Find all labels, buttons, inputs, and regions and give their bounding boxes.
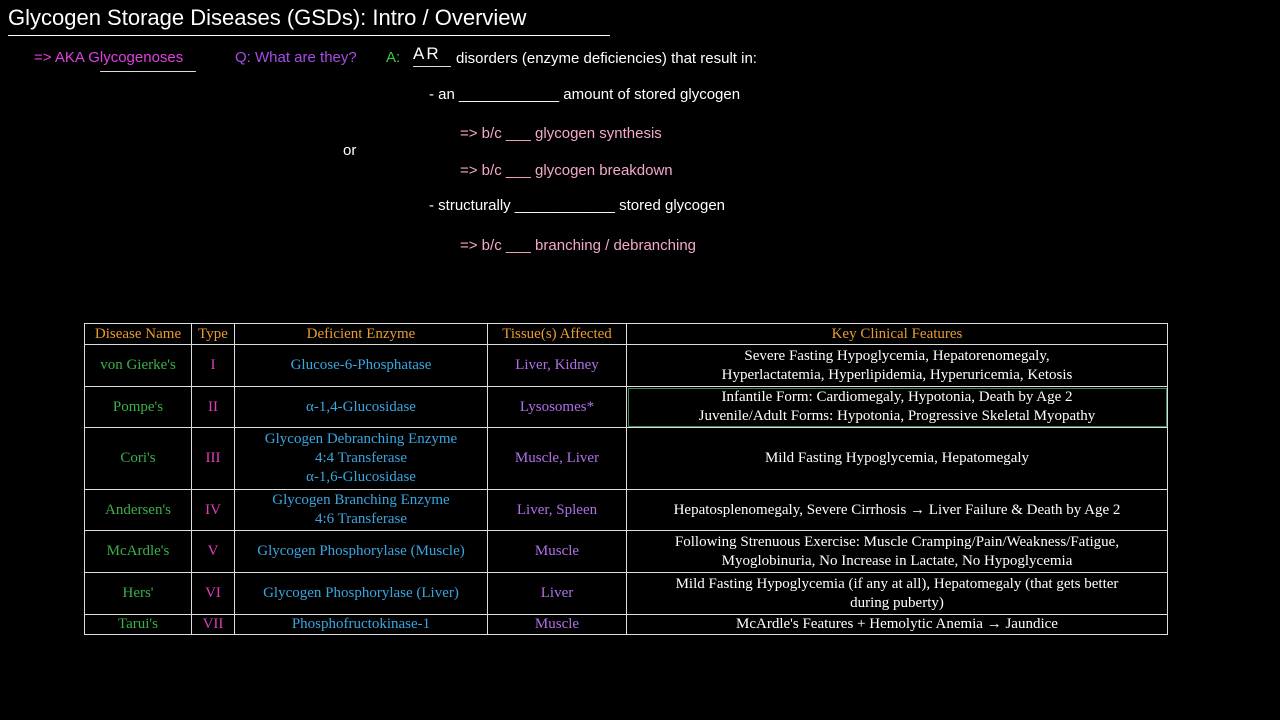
- answer-label: A:: [386, 49, 401, 66]
- disease-name: Andersen's: [84, 489, 192, 531]
- enzyme-line: Glucose-6-Phosphatase: [290, 357, 432, 374]
- disease-type: III: [191, 427, 235, 490]
- page-title: Glycogen Storage Diseases (GSDs): Intro …: [8, 5, 527, 30]
- deficient-enzyme: Phosphofructokinase-1: [234, 614, 488, 635]
- clinical-features: Infantile Form: Cardiomegaly, Hypotonia,…: [626, 386, 1168, 428]
- table-row: Pompe's II α-1,4-Glucosidase Lysosomes* …: [84, 386, 1168, 428]
- feature-line: Myoglobinuria, No Increase in Lactate, N…: [721, 552, 1073, 569]
- table-row: McArdle's V Glycogen Phosphorylase (Musc…: [84, 530, 1168, 573]
- feature-line: Mild Fasting Hypoglycemia, Hepatomegaly: [764, 450, 1030, 467]
- or-connector: or: [343, 142, 357, 159]
- sub-point-breakdown: => b/c ___ glycogen breakdown: [460, 162, 673, 179]
- table-row: Andersen's IV Glycogen Branching Enzyme …: [84, 489, 1168, 531]
- feature-line: Juvenile/Adult Forms: Hypotonia, Progres…: [698, 408, 1096, 424]
- deficient-enzyme: Glycogen Branching Enzyme 4:6 Transferas…: [234, 489, 488, 531]
- clinical-features: Severe Fasting Hypoglycemia, Hepatorenom…: [626, 344, 1168, 387]
- enzyme-line: 4:6 Transferase: [314, 511, 408, 527]
- feature-line: McArdle's Features + Hemolytic Anemia → …: [736, 616, 1058, 633]
- enzyme-line: Glycogen Phosphorylase (Liver): [263, 585, 459, 602]
- tissue-affected: Liver, Spleen: [487, 489, 627, 531]
- table-row: Hers' VI Glycogen Phosphorylase (Liver) …: [84, 572, 1168, 615]
- feature-line: Severe Fasting Hypoglycemia, Hepatorenom…: [744, 347, 1050, 364]
- question-text: Q: What are they?: [235, 49, 357, 66]
- aka-note: => AKA Glycogenoses: [34, 49, 184, 66]
- header-features: Key Clinical Features: [626, 323, 1168, 345]
- tissue-affected: Muscle, Liver: [487, 427, 627, 490]
- clinical-features: Mild Fasting Hypoglycemia (if any at all…: [626, 572, 1168, 615]
- title-underline: [8, 35, 610, 36]
- header-tissue: Tissue(s) Affected: [487, 323, 627, 345]
- gsd-table: Disease Name Type Deficient Enzyme Tissu…: [84, 323, 1168, 635]
- feature-line: Mild Fasting Hypoglycemia (if any at all…: [675, 575, 1119, 592]
- disease-type: V: [191, 530, 235, 573]
- header-type: Type: [191, 323, 235, 345]
- header-enzyme: Deficient Enzyme: [234, 323, 488, 345]
- disease-type: VI: [191, 572, 235, 615]
- enzyme-line: Glycogen Branching Enzyme: [272, 492, 450, 509]
- clinical-features: Mild Fasting Hypoglycemia, Hepatomegaly: [626, 427, 1168, 490]
- table-row: Cori's III Glycogen Debranching Enzyme 4…: [84, 427, 1168, 490]
- disease-name: von Gierke's: [84, 344, 192, 387]
- disease-type: I: [191, 344, 235, 387]
- disease-type: VII: [191, 614, 235, 635]
- tissue-affected: Muscle: [487, 530, 627, 573]
- disease-name: Pompe's: [84, 386, 192, 428]
- table-row: von Gierke's I Glucose-6-Phosphatase Liv…: [84, 344, 1168, 387]
- disease-name: Tarui's: [84, 614, 192, 635]
- tissue-affected: Muscle: [487, 614, 627, 635]
- deficient-enzyme: Glucose-6-Phosphatase: [234, 344, 488, 387]
- answer-text: disorders (enzyme deficiencies) that res…: [456, 50, 757, 67]
- enzyme-line: α-1,4-Glucosidase: [306, 398, 416, 415]
- clinical-features: Following Strenuous Exercise: Muscle Cra…: [626, 530, 1168, 573]
- tissue-affected: Liver, Kidney: [487, 344, 627, 387]
- disease-name: McArdle's: [84, 530, 192, 573]
- deficient-enzyme: α-1,4-Glucosidase: [234, 386, 488, 428]
- enzyme-line: Phosphofructokinase-1: [291, 616, 431, 633]
- feature-line: Hepatosplenomegaly, Severe Cirrhosis → L…: [673, 501, 1121, 518]
- answer-handwritten-underline: [413, 66, 451, 67]
- clinical-features: McArdle's Features + Hemolytic Anemia → …: [626, 614, 1168, 635]
- sub-point-branching: => b/c ___ branching / debranching: [460, 237, 697, 254]
- disease-type: IV: [191, 489, 235, 531]
- sub-point-synthesis: => b/c ___ glycogen synthesis: [460, 125, 662, 142]
- enzyme-line: Glycogen Phosphorylase (Muscle): [257, 543, 465, 560]
- answer-handwritten: AR: [413, 44, 441, 63]
- bullet-amount: - an ____________ amount of stored glyco…: [429, 86, 741, 103]
- feature-line: during puberty): [850, 594, 944, 611]
- enzyme-line: Glycogen Debranching Enzyme: [264, 431, 458, 448]
- enzyme-line: α-1,6-Glucosidase: [306, 468, 416, 485]
- enzyme-line: 4:4 Transferase: [314, 450, 408, 467]
- deficient-enzyme: Glycogen Debranching Enzyme 4:4 Transfer…: [234, 427, 488, 490]
- tissue-affected: Lysosomes*: [487, 386, 627, 428]
- table-row: Tarui's VII Phosphofructokinase-1 Muscle…: [84, 614, 1168, 635]
- disease-name: Cori's: [84, 427, 192, 490]
- aka-handwritten-underline: [100, 71, 196, 72]
- feature-line: Hyperlactatemia, Hyperlipidemia, Hyperur…: [721, 366, 1073, 383]
- header-disease-name: Disease Name: [84, 323, 192, 345]
- disease-name: Hers': [84, 572, 192, 615]
- clinical-features: Hepatosplenomegaly, Severe Cirrhosis → L…: [626, 489, 1168, 531]
- feature-line: Following Strenuous Exercise: Muscle Cra…: [674, 533, 1120, 550]
- bullet-structure: - structurally ____________ stored glyco…: [429, 197, 726, 214]
- deficient-enzyme: Glycogen Phosphorylase (Muscle): [234, 530, 488, 573]
- disease-type: II: [191, 386, 235, 428]
- tissue-affected: Liver: [487, 572, 627, 615]
- feature-line: Infantile Form: Cardiomegaly, Hypotonia,…: [721, 389, 1073, 406]
- table-header-row: Disease Name Type Deficient Enzyme Tissu…: [84, 323, 1168, 345]
- deficient-enzyme: Glycogen Phosphorylase (Liver): [234, 572, 488, 615]
